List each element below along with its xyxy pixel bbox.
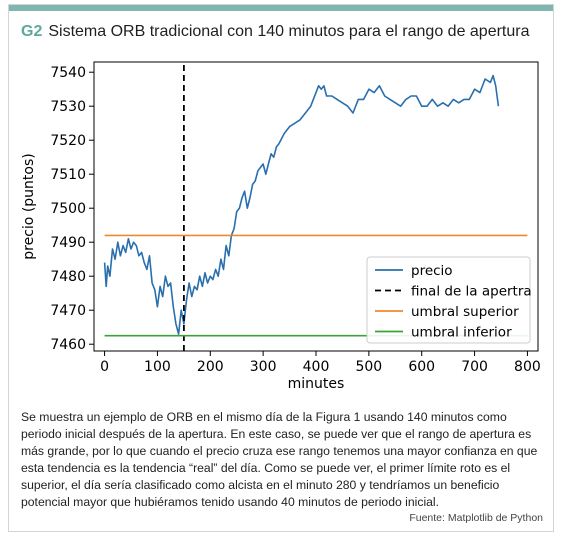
y-tick-label: 7490 [50,235,86,251]
figure-title: G2 Sistema ORB tradicional con 140 minuto… [21,23,530,41]
x-axis-label: minutes [288,376,345,392]
y-tick-label: 7540 [50,65,86,81]
x-tick-label: 300 [250,359,277,375]
series-line-precio [103,74,500,335]
legend-label-umbral-superior: umbral superior [411,304,519,320]
y-tick-label: 7510 [50,167,86,183]
x-tick-label: 0 [100,359,109,375]
x-tick-label: 700 [461,359,488,375]
legend-label-umbral-inferior: umbral inferior [411,325,512,341]
y-tick-label: 7520 [50,133,86,149]
x-tick-label: 400 [303,359,330,375]
legend-box [366,256,531,344]
x-tick-label: 200 [197,359,224,375]
y-tick-label: 7460 [50,337,86,353]
legend-label-precio: precio [411,263,453,279]
legend-label-final-de-la-apertra: final de la apertra [411,284,532,300]
figure-title-text: Sistema ORB tradicional con 140 minutos … [48,23,530,40]
figure-source: Fuente: Matplotlib de Python [409,512,543,524]
figure-caption: Se muestra un ejemplo de ORB en el mismo… [21,410,538,509]
y-tick-label: 7470 [50,303,86,319]
x-tick-label: 800 [514,359,541,375]
y-tick-label: 7500 [50,201,86,217]
figure-tag: G2 [21,23,43,40]
x-tick-label: 500 [355,359,382,375]
line-chart: 0 100 200 300 400 500 600 700 800 7460 7470 7480 749… [21,61,541,392]
y-axis-label: precio (puntos) [21,153,37,259]
y-tick-label: 7480 [50,269,86,285]
x-tick-label: 600 [408,359,435,375]
y-tick-label: 7530 [50,99,86,115]
x-tick-label: 100 [144,359,171,375]
header-bar [9,5,553,11]
figure-frame: G2 Sistema ORB tradicional con 140 minuto… [8,4,554,532]
chart-area: 0 100 200 300 400 500 600 700 800 7460 7470 7480 749… [19,57,545,403]
